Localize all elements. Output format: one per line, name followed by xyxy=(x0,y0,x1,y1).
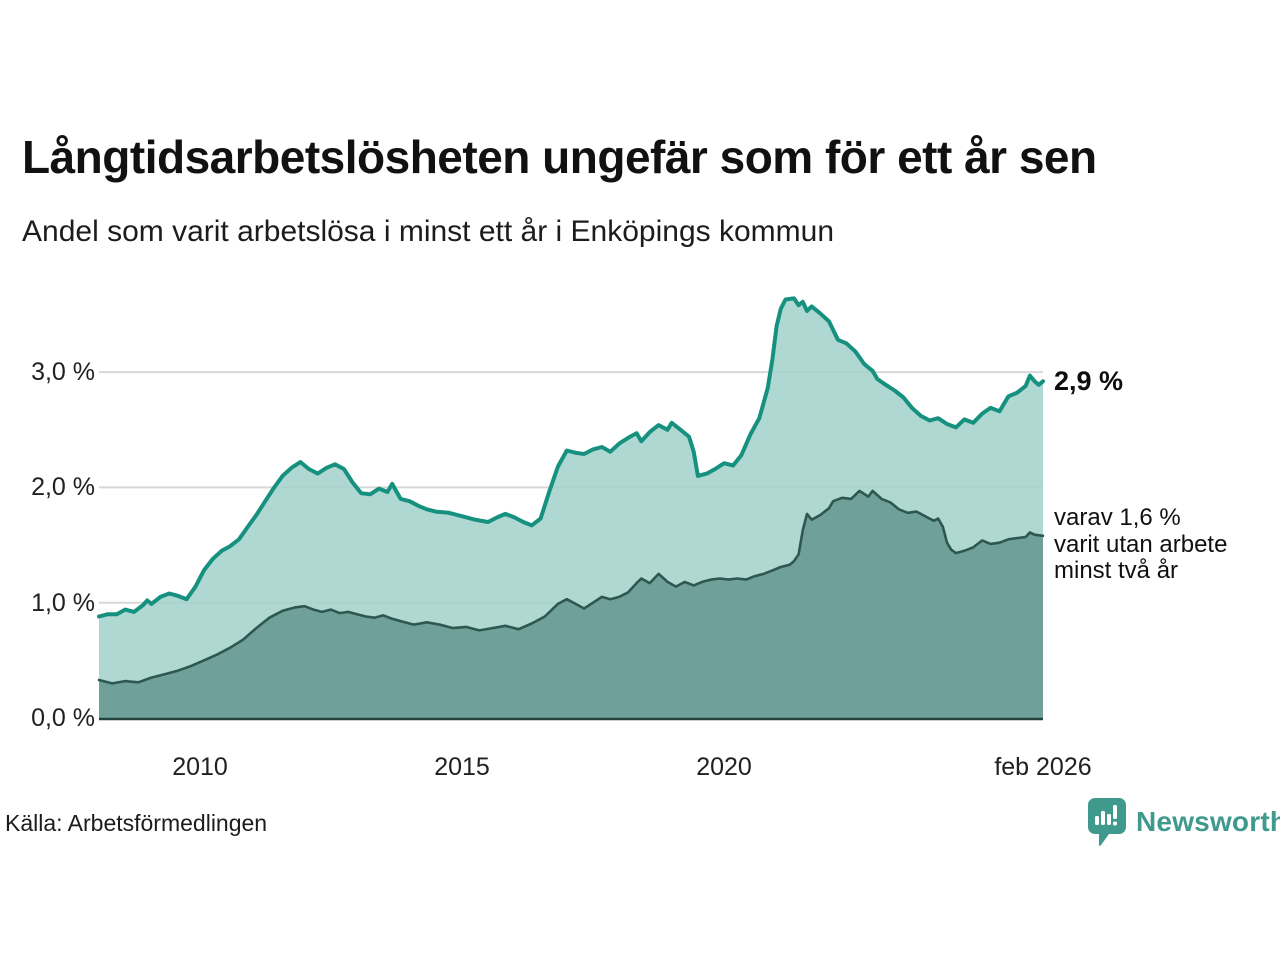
latest-value-label: 2,9 % xyxy=(1054,366,1124,396)
y-axis-label-1: 1,0 % xyxy=(31,589,95,617)
two-year-note-label: varav 1,6 % varit utan arbete minst två … xyxy=(1054,504,1228,584)
y-axis-label-0: 0,0 % xyxy=(31,704,95,732)
x-axis-label-2010: 2010 xyxy=(172,753,228,781)
newsworthy-brand-text: Newsworthy xyxy=(1136,806,1280,837)
y-axis-label-3: 3,0 % xyxy=(31,358,95,386)
x-axis-label-feb-2026: feb 2026 xyxy=(994,753,1092,781)
y-axis-label-2: 2,0 % xyxy=(31,473,95,501)
chart-subtitle: Andel som varit arbetslösa i minst ett å… xyxy=(22,215,835,248)
newsworthy-logo: Newsworthy xyxy=(1087,797,1280,847)
page-title: Långtidsarbetslösheten ungefär som för e… xyxy=(22,131,1097,183)
newsworthy-logo-icon xyxy=(1088,798,1126,847)
x-axis-label-2020: 2020 xyxy=(696,753,752,781)
x-axis-label-2015: 2015 xyxy=(434,753,490,781)
source-label: Källa: Arbetsförmedlingen xyxy=(5,810,268,836)
